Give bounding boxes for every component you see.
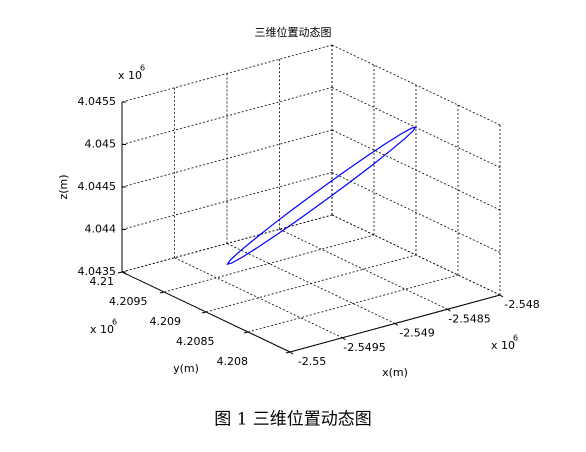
z-tick-label: 4.044 (85, 223, 117, 236)
grid-line (121, 44, 333, 103)
grid-line (279, 228, 448, 310)
x-tick-label: -2.548 (504, 298, 539, 311)
grid-line (331, 172, 501, 253)
grid-line (163, 234, 375, 293)
trajectory (226, 126, 416, 266)
z-tick-label: 4.0445 (78, 180, 117, 193)
x-exponent-power: 6 (513, 334, 518, 343)
y-tick (117, 271, 123, 274)
grid-line (331, 44, 501, 126)
grid-line (174, 257, 343, 339)
grid-line (121, 172, 333, 230)
y-tick-label: 4.209 (150, 315, 182, 328)
grid-line (331, 129, 501, 211)
y-tick (243, 331, 249, 334)
grid-line (331, 214, 501, 296)
chart-title: 三维位置动态图 (255, 25, 332, 39)
z-exponent-base: x 10 (118, 69, 142, 82)
y-tick-label: 4.2095 (109, 295, 148, 308)
x-axis-label: x(m) (382, 366, 408, 379)
y-exponent-base: x 10 (90, 323, 114, 336)
y-exponent-power: 6 (112, 318, 117, 327)
x-tick-label: -2.549 (399, 327, 434, 340)
grid-line (247, 274, 459, 333)
figure-caption: 图 1 三维位置动态图 (214, 410, 372, 430)
grid-line (121, 129, 333, 188)
x-tick-label: -2.5495 (343, 341, 385, 354)
x-tick-label: -2.55 (298, 355, 326, 368)
x-tick (447, 308, 451, 312)
x-tick (342, 337, 346, 341)
grid-line (331, 87, 501, 168)
z-axis-label: z(m) (57, 174, 70, 199)
y-tick-label: 4.21 (90, 275, 115, 288)
y-tick (201, 311, 207, 314)
y-tick (159, 291, 165, 294)
y-axis-label: y(m) (173, 362, 199, 375)
y-tick (285, 351, 291, 354)
grid-line (121, 87, 333, 145)
grid-line (205, 254, 417, 313)
z-exponent-power: 6 (140, 64, 145, 73)
x-tick (394, 323, 399, 326)
z-tick-label: 4.0435 (78, 265, 117, 278)
y-tick-label: 4.2085 (176, 335, 215, 348)
z-tick-label: 4.0455 (78, 95, 117, 108)
x-exponent-base: x 10 (491, 339, 515, 352)
grid-line (121, 214, 333, 273)
x-tick-label: -2.5485 (448, 312, 490, 325)
x-tick (289, 351, 294, 355)
z-tick-label: 4.045 (85, 138, 117, 151)
x-tick (499, 294, 504, 298)
y-tick-label: 4.208 (217, 355, 249, 368)
